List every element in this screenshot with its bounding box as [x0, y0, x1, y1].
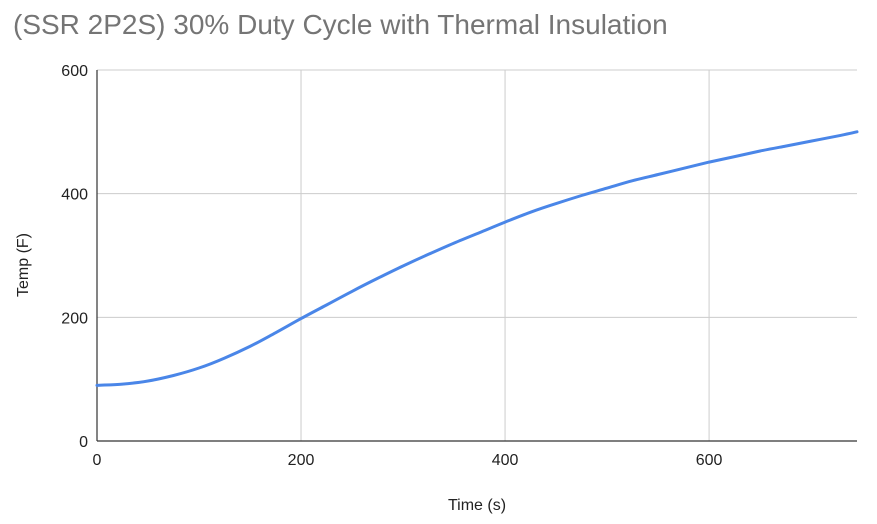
x-tick-label: 200 — [288, 452, 315, 469]
chart-title: (SSR 2P2S) 30% Duty Cycle with Thermal I… — [13, 9, 668, 40]
tick-labels: 0 200 400 600 0 200 400 600 — [61, 63, 722, 469]
series-group — [95, 130, 859, 387]
gridlines — [97, 69, 857, 441]
y-tick-label: 400 — [61, 187, 88, 204]
y-tick-label: 0 — [79, 434, 88, 451]
y-tick-label: 600 — [61, 63, 88, 80]
y-tick-label: 200 — [61, 310, 88, 327]
x-tick-label: 0 — [93, 452, 102, 469]
series-line — [95, 130, 859, 387]
x-axis-title: Time (s) — [448, 497, 506, 514]
x-tick-label: 400 — [492, 452, 519, 469]
x-tick-label: 600 — [696, 452, 723, 469]
axes — [96, 70, 857, 442]
y-axis-title: Temp (F) — [15, 233, 32, 297]
